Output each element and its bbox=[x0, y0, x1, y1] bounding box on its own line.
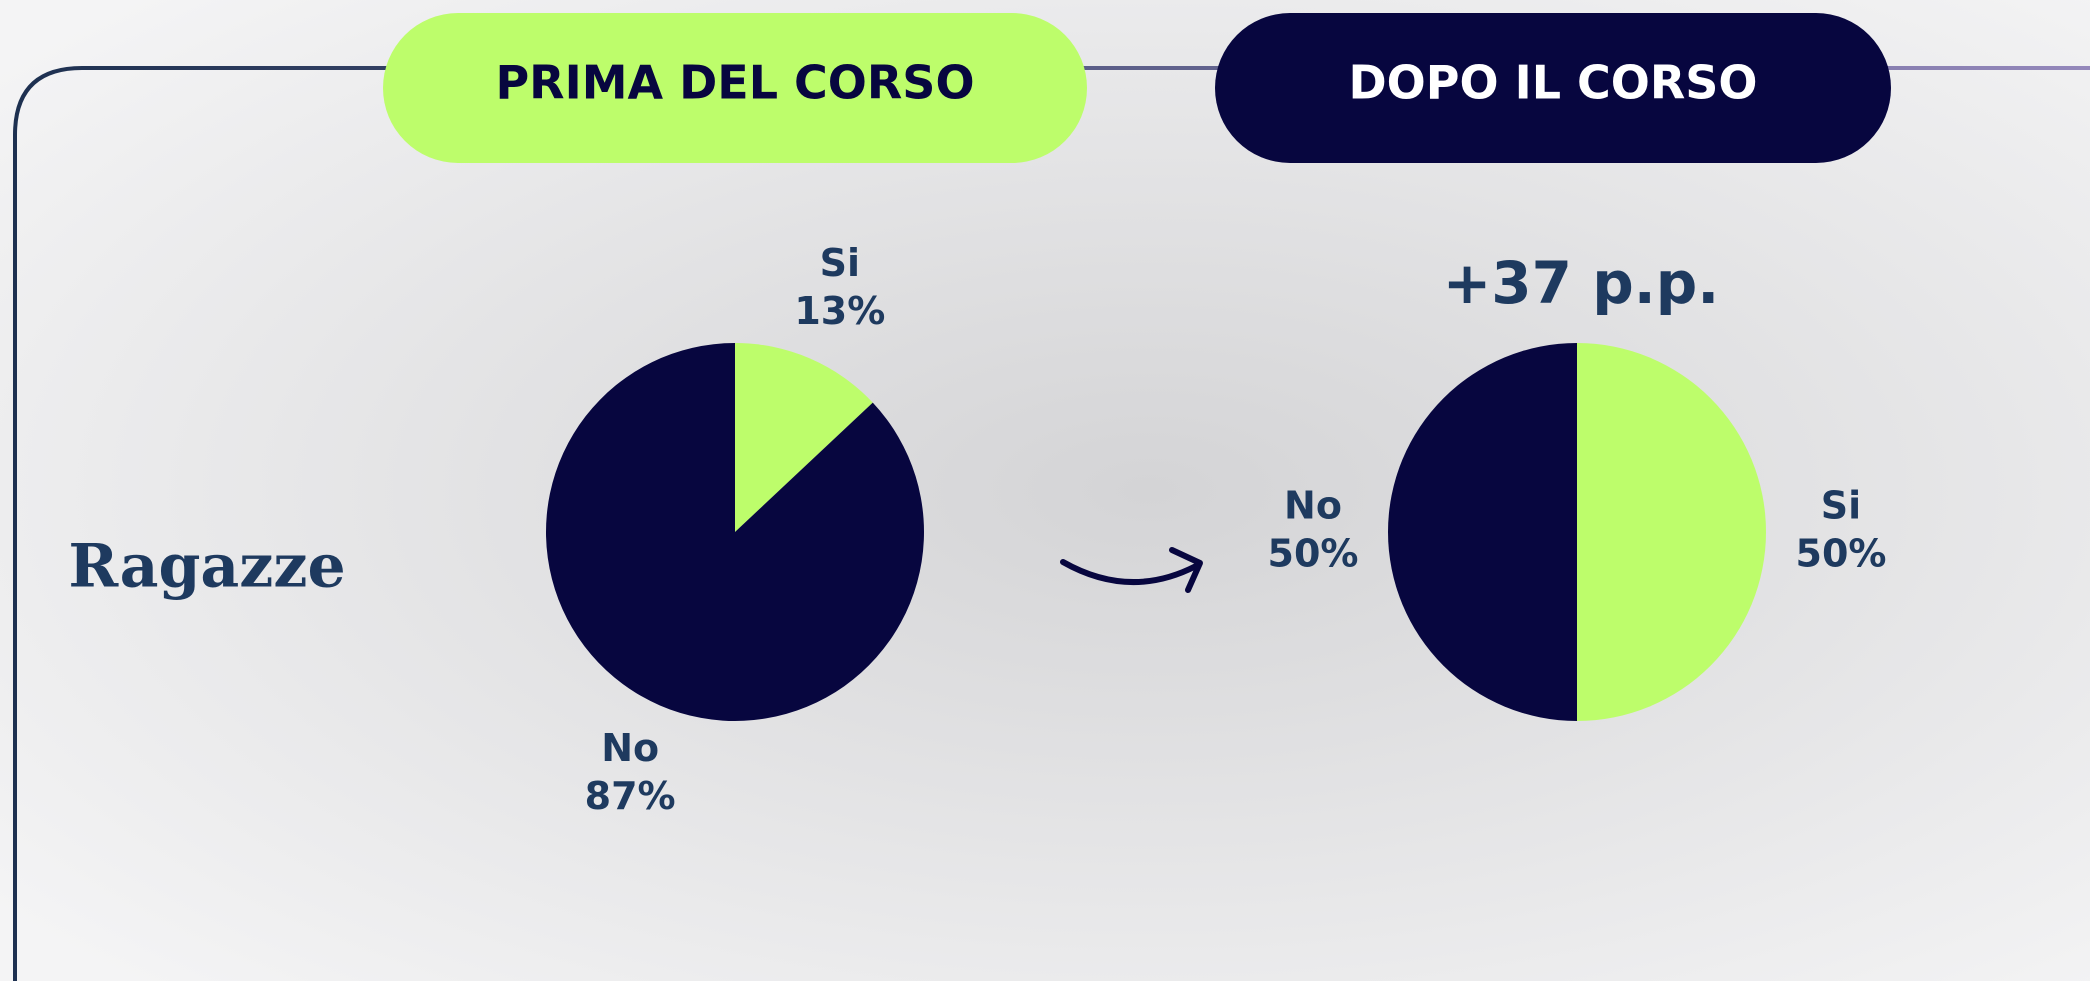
slice-category: Si bbox=[1821, 484, 1861, 528]
slice-category: Si bbox=[820, 241, 860, 285]
slice-value-label: 50% bbox=[1268, 532, 1359, 576]
slice-value-label: 13% bbox=[794, 289, 885, 333]
slice-category: No bbox=[1284, 484, 1342, 528]
slice-value-label: 87% bbox=[585, 774, 676, 818]
slice-value-label: 50% bbox=[1796, 532, 1887, 576]
chart-title: PRIMA DEL CORSO bbox=[495, 56, 974, 110]
group-label: Ragazze bbox=[68, 532, 345, 602]
page: Ragazze PRIMA DEL CORSOSi13%No87%DOPO IL… bbox=[0, 0, 2090, 981]
chart-title: DOPO IL CORSO bbox=[1348, 56, 1757, 110]
annotation: +37 p.p. bbox=[1443, 249, 1720, 317]
infographic: Ragazze PRIMA DEL CORSOSi13%No87%DOPO IL… bbox=[0, 0, 2090, 981]
slice-category: No bbox=[601, 726, 659, 770]
